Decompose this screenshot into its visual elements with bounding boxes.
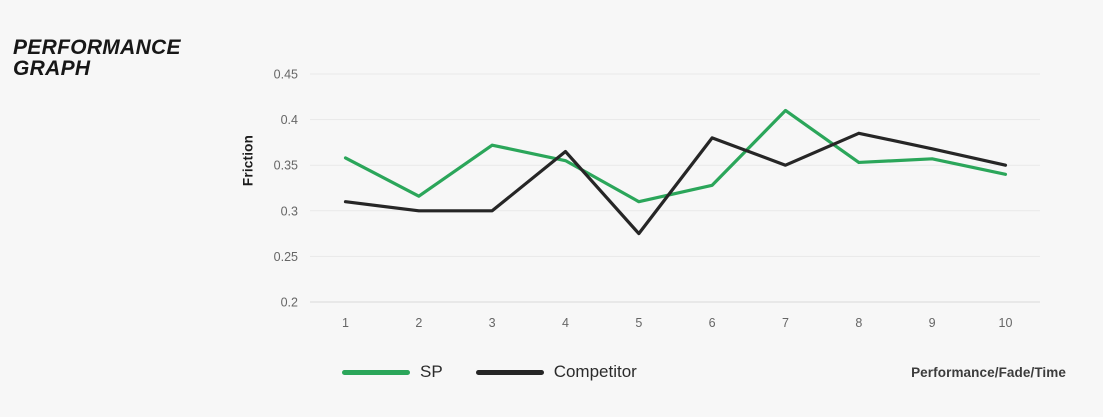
x-tick-label: 7	[782, 316, 789, 330]
series-line-competitor	[343, 131, 1008, 236]
y-tick-label: 0.35	[274, 159, 298, 173]
x-tick-label: 8	[855, 316, 862, 330]
sp-line-swatch	[342, 369, 410, 375]
series-line-sp	[343, 108, 1008, 204]
page-title: PERFORMANCE GRAPH	[13, 37, 181, 79]
legend-item-sp: SP	[342, 362, 443, 382]
y-tick-label: 0.25	[274, 250, 298, 264]
page-title-line2: GRAPH	[13, 57, 91, 80]
y-tick-label: 0.4	[281, 113, 298, 127]
x-tick-label: 10	[999, 316, 1013, 330]
x-tick-label: 5	[635, 316, 642, 330]
x-tick-label: 9	[929, 316, 936, 330]
x-axis-caption: Performance/Fade/Time	[911, 365, 1066, 380]
x-tick-label: 1	[342, 316, 349, 330]
page-title-line1: PERFORMANCE	[13, 36, 181, 59]
x-tick-label: 3	[489, 316, 496, 330]
x-tick-label: 4	[562, 316, 569, 330]
legend-item-competitor: Competitor	[475, 362, 637, 382]
legend-label-sp: SP	[420, 362, 443, 381]
y-tick-label: 0.2	[281, 296, 298, 310]
y-tick-label: 0.3	[281, 204, 298, 218]
x-tick-label: 6	[709, 316, 716, 330]
legend-label-competitor: Competitor	[553, 362, 637, 381]
competitor-line-swatch	[475, 369, 544, 375]
y-tick-label: 0.45	[274, 68, 298, 82]
chart-legend: SP Competitor	[342, 361, 637, 383]
x-tick-label: 2	[415, 316, 422, 330]
